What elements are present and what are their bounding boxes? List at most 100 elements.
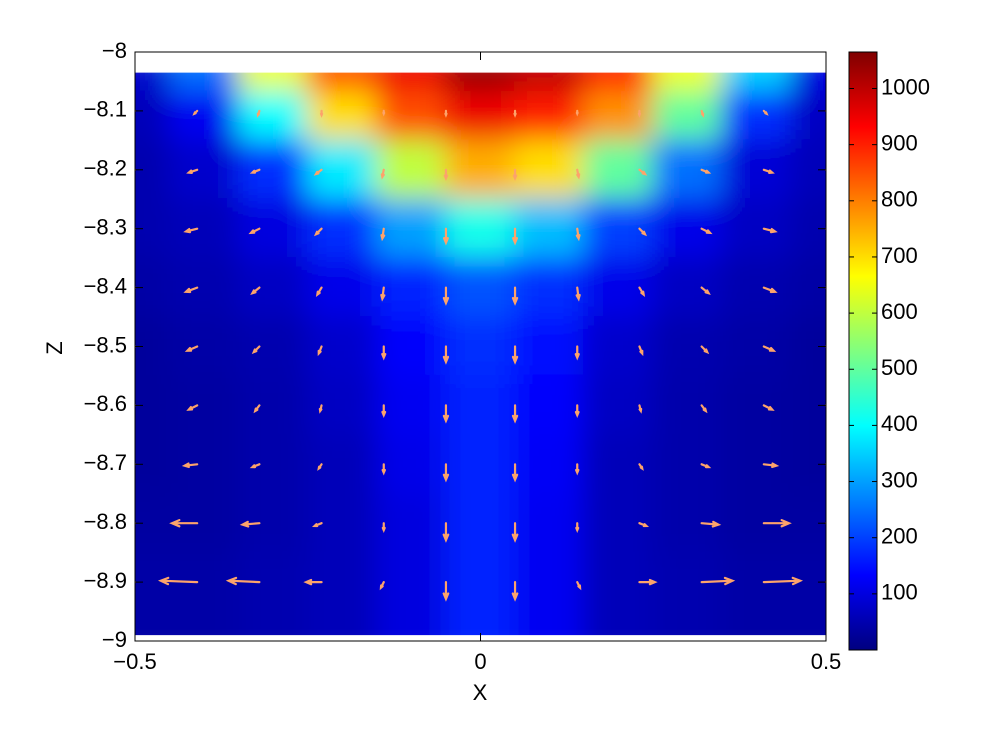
- cells: [135, 72, 826, 636]
- quiver-arrow: [381, 345, 387, 361]
- field-cell: [652, 90, 724, 142]
- quiver-arrow: [225, 576, 261, 586]
- field-cell: [375, 198, 447, 260]
- x-tick-label: 0.5: [811, 649, 842, 674]
- field-cell: [652, 607, 724, 636]
- field-cell: [652, 72, 724, 93]
- field-cell: [375, 316, 447, 377]
- quiver-arrow: [442, 463, 450, 483]
- field-cell: [514, 90, 586, 142]
- field-cell: [306, 433, 378, 495]
- quiver-arrow: [575, 227, 581, 242]
- quiver-arrow: [442, 581, 450, 602]
- field-cell: [514, 433, 586, 495]
- field-cell: [168, 257, 240, 319]
- y-tick-label: −8.8: [84, 509, 127, 534]
- quiver-arrow: [442, 404, 450, 424]
- axes: −0.5 0 0.5 −8 −8.1 −8.2 −8.3 −8.4 −8.5 −8.6 −8.7 −8…: [84, 38, 842, 674]
- quiver-arrow: [638, 227, 648, 237]
- quiver-arrow: [184, 345, 199, 352]
- field-cell: [583, 198, 655, 260]
- field-cell: [237, 90, 309, 142]
- y-tick-label: −8.2: [84, 156, 127, 181]
- field-cell: [652, 316, 724, 377]
- quiver-arrow: [511, 345, 519, 365]
- x-tick-label: −0.5: [113, 649, 156, 674]
- quiver-arrow: [700, 576, 736, 586]
- quiver-arrow: [638, 404, 643, 414]
- field-cell: [375, 72, 447, 93]
- field-cell: [583, 257, 655, 319]
- field-cell: [444, 551, 517, 610]
- field-cell: [168, 374, 240, 436]
- field-cell: [306, 551, 378, 610]
- field-cell: [375, 374, 447, 436]
- quiver-arrow: [700, 286, 711, 295]
- field-cell: [583, 607, 655, 636]
- field-cell: [306, 72, 378, 93]
- field-cell: [375, 90, 447, 142]
- field-cell: [583, 433, 655, 495]
- colorbar-tick-label: 900: [881, 130, 918, 155]
- quiver-arrow: [700, 404, 708, 414]
- quiver-arrow: [157, 576, 199, 586]
- field-cell: [514, 551, 586, 610]
- quiver-arrow: [315, 286, 323, 298]
- quiver-arrow: [239, 520, 261, 528]
- field-cell: [135, 72, 171, 93]
- field-cell: [514, 198, 586, 260]
- field-cell: [790, 72, 826, 93]
- quiver-arrow: [576, 581, 582, 591]
- quiver-arrow: [575, 109, 579, 117]
- field-cell: [306, 607, 378, 636]
- field-cell: [514, 492, 586, 554]
- field-cell: [514, 374, 586, 436]
- quiver-arrow: [181, 462, 199, 469]
- quiver-arrow: [381, 404, 387, 419]
- field-cell: [514, 607, 586, 636]
- quiver-arrow: [700, 520, 722, 528]
- quiver-arrow: [444, 109, 448, 118]
- quiver-arrow: [380, 286, 386, 302]
- field-cell: [514, 257, 586, 319]
- colorbar-tick-label: 100: [881, 580, 918, 605]
- field-cell: [514, 72, 586, 93]
- colorbar-tick-label: 400: [881, 411, 918, 436]
- field-cell: [444, 374, 517, 436]
- colorbar-tick-label: 500: [881, 355, 918, 380]
- field-cell: [168, 433, 240, 495]
- quiver-arrow: [511, 286, 519, 306]
- colorbar-tick-label: 700: [881, 243, 918, 268]
- field-cell: [444, 257, 517, 319]
- quiver-arrow: [700, 168, 712, 174]
- quiver-arrow: [382, 109, 386, 117]
- field-cell: [444, 90, 517, 142]
- quiver-arrow: [576, 168, 581, 180]
- field-cell: [168, 139, 240, 201]
- field-cell: [135, 607, 171, 636]
- field-cell: [721, 433, 793, 495]
- y-tick-label: −8.6: [84, 391, 127, 416]
- quiver-arrow: [317, 345, 323, 357]
- quiver-arrow: [317, 463, 323, 471]
- quiver-arrow: [248, 227, 261, 235]
- quiver-arrow: [575, 286, 581, 302]
- field-cell: [514, 316, 586, 377]
- field-cell: [652, 139, 724, 201]
- quiver-arrow: [183, 227, 199, 234]
- quiver-arrow: [762, 518, 792, 528]
- field-cell: [721, 257, 793, 319]
- x-axis-label: X: [473, 680, 488, 705]
- colorbar-tick-label: 200: [881, 524, 918, 549]
- quiver-arrow: [380, 227, 386, 242]
- quiver-arrow: [442, 522, 450, 543]
- field-cell: [444, 139, 517, 201]
- field-cell: [375, 492, 447, 554]
- quiver-arrow: [762, 286, 778, 294]
- quiver-arrow: [249, 168, 261, 174]
- field-cell: [652, 257, 724, 319]
- quiver-arrow: [511, 404, 519, 424]
- y-axis-label: Z: [42, 341, 67, 354]
- colorbar-tick-label: 1000: [881, 74, 930, 99]
- quiver-arrow: [256, 109, 261, 118]
